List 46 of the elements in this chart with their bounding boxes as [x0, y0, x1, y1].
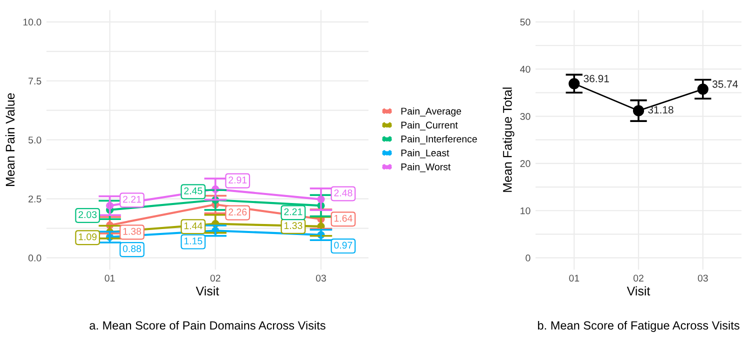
x-tick-label: 01	[569, 274, 580, 282]
legend-label: Pain_Least	[401, 149, 450, 158]
y-tick-label: 40	[520, 66, 530, 73]
y-tick-label: 50	[520, 18, 530, 26]
data-label: 1.44	[184, 222, 202, 230]
y-tick-label: 0	[526, 254, 530, 262]
y-tick-label: 20	[520, 160, 530, 168]
y-tick-label: 10.0	[23, 18, 42, 26]
y-tick-label: 2.5	[28, 196, 42, 202]
y-axis-title: Mean Pain Value	[5, 93, 15, 186]
x-tick-label: 01	[104, 274, 115, 282]
x-tick-label: 03	[316, 274, 326, 282]
x-axis-title: Visit	[196, 286, 220, 296]
y-tick-label: 7.5	[28, 78, 42, 84]
y-tick-label: 5.0	[28, 136, 42, 144]
x-tick-label: 02	[210, 274, 220, 282]
legend-label: Pain_Current	[401, 121, 458, 130]
data-label: 0.97	[334, 242, 352, 249]
legend-label: Pain_Worst	[401, 163, 451, 172]
data-label: 2.21	[123, 196, 142, 203]
data-label: 2.03	[78, 211, 97, 218]
data-label: 2.48	[334, 189, 352, 196]
x-axis-title: Visit	[626, 286, 650, 296]
y-tick-label: 10	[520, 207, 530, 214]
data-label: 1.15	[184, 238, 202, 244]
data-label: 1.38	[123, 228, 142, 235]
y-axis-title: Mean Fatigue Total	[502, 88, 514, 192]
y-tick-label: 30	[520, 113, 530, 120]
legend-label: Pain_Interference	[401, 135, 477, 144]
data-label: 1.09	[78, 233, 97, 240]
legend-label: Pain_Average	[401, 107, 462, 117]
data-label: 2.45	[184, 187, 202, 194]
x-tick-label: 03	[698, 274, 708, 282]
x-tick-label: 02	[633, 274, 644, 282]
data-label: 1.64	[334, 214, 352, 222]
data-label: 1.33	[284, 222, 302, 230]
data-label: 2.91	[228, 176, 247, 184]
data-label: 31.18	[648, 106, 674, 114]
data-label: 36.91	[584, 74, 609, 82]
text: a. Mean Score of Pain Domains Across Visits	[90, 320, 326, 330]
data-label: 35.74	[712, 80, 738, 88]
y-tick-label: 0.0	[28, 254, 42, 262]
text: b. Mean Score of Fatigue Across Visits	[538, 320, 740, 332]
data-label: 0.88	[122, 245, 142, 252]
data-label: 2.21	[284, 208, 302, 216]
data-label: 2.26	[228, 208, 247, 216]
